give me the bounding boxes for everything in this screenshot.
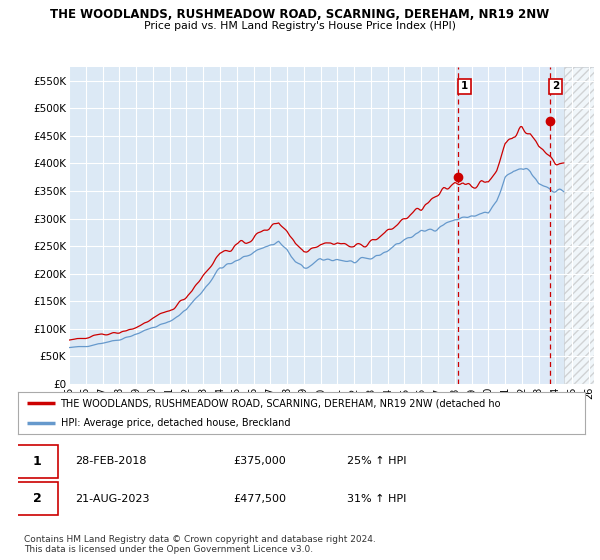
Text: Contains HM Land Registry data © Crown copyright and database right 2024.
This d: Contains HM Land Registry data © Crown c… — [24, 535, 376, 554]
Text: 2: 2 — [33, 492, 41, 505]
Text: 1: 1 — [461, 81, 468, 91]
Text: £375,000: £375,000 — [233, 456, 286, 466]
Text: 31% ↑ HPI: 31% ↑ HPI — [347, 494, 406, 504]
Text: 28-FEB-2018: 28-FEB-2018 — [75, 456, 146, 466]
Text: THE WOODLANDS, RUSHMEADOW ROAD, SCARNING, DEREHAM, NR19 2NW (detached ho: THE WOODLANDS, RUSHMEADOW ROAD, SCARNING… — [61, 398, 501, 408]
Text: Price paid vs. HM Land Registry's House Price Index (HPI): Price paid vs. HM Land Registry's House … — [144, 21, 456, 31]
Bar — [458, 67, 550, 384]
Text: THE WOODLANDS, RUSHMEADOW ROAD, SCARNING, DEREHAM, NR19 2NW: THE WOODLANDS, RUSHMEADOW ROAD, SCARNING… — [50, 8, 550, 21]
Text: 21-AUG-2023: 21-AUG-2023 — [75, 494, 149, 504]
FancyBboxPatch shape — [17, 482, 58, 515]
FancyBboxPatch shape — [17, 445, 58, 478]
Bar — [564, 67, 594, 384]
Text: £477,500: £477,500 — [233, 494, 286, 504]
Text: 25% ↑ HPI: 25% ↑ HPI — [347, 456, 406, 466]
Text: HPI: Average price, detached house, Breckland: HPI: Average price, detached house, Brec… — [61, 418, 290, 428]
Text: 2: 2 — [552, 81, 559, 91]
Text: 1: 1 — [33, 455, 41, 468]
